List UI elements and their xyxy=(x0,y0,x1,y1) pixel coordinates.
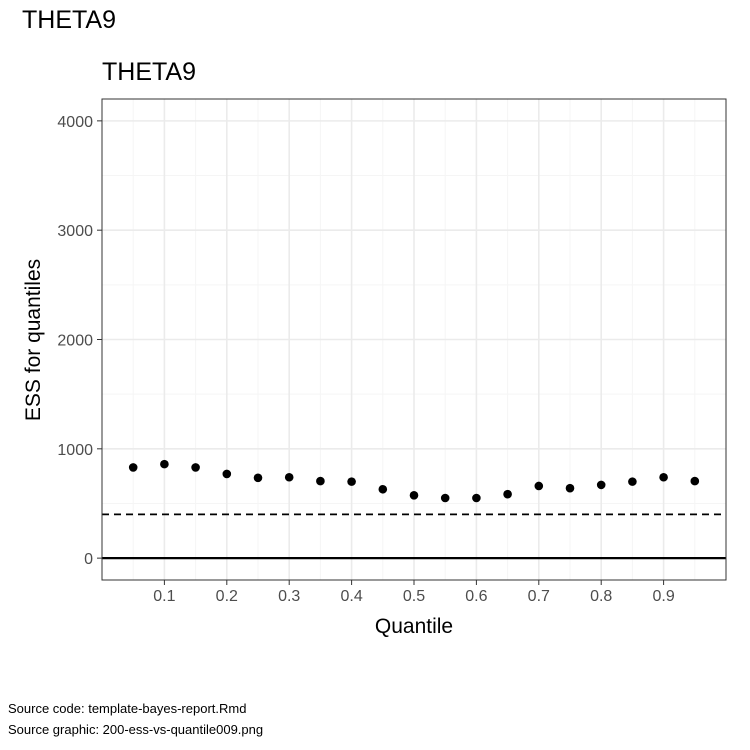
y-tick-label: 2000 xyxy=(57,333,93,350)
data-point xyxy=(596,480,606,490)
data-point xyxy=(284,472,294,482)
data-point xyxy=(128,463,138,472)
y-tick-label: 1000 xyxy=(57,442,93,459)
ess-chart: 0.1 0.2 0.3 0.4 0.5 0.6 0.7 0.8 0.9 0 1000 2000 3000… xyxy=(22,58,727,638)
data-point xyxy=(659,472,668,482)
data-point xyxy=(409,490,419,500)
x-tick-label: 0.9 xyxy=(652,588,674,605)
x-axis-label: Quantile xyxy=(375,615,453,638)
data-point xyxy=(347,477,356,486)
data-points xyxy=(128,459,700,503)
data-point xyxy=(503,489,512,499)
data-point xyxy=(472,493,481,503)
x-tick-label: 0.4 xyxy=(340,588,362,605)
data-point xyxy=(316,476,325,486)
x-tick-label: 0.2 xyxy=(216,588,238,605)
data-point xyxy=(690,476,700,486)
x-tick-label: 0.6 xyxy=(465,588,487,605)
x-tick-label: 0.7 xyxy=(528,588,550,605)
x-tick-label: 0.3 xyxy=(278,588,300,605)
y-tick-label: 0 xyxy=(84,551,93,568)
source-graphic-note: Source graphic: 200-ess-vs-quantile009.p… xyxy=(8,722,264,737)
data-point xyxy=(222,469,232,479)
data-point xyxy=(191,463,200,472)
data-point xyxy=(628,477,637,486)
y-axis-label: ESS for quantiles xyxy=(22,259,45,421)
data-point xyxy=(378,484,388,494)
page-title: THETA9 xyxy=(22,6,116,34)
source-code-note: Source code: template-bayes-report.Rmd xyxy=(8,701,247,716)
x-tick-label: 0.1 xyxy=(153,588,175,605)
data-point xyxy=(253,473,263,483)
axes: 0.1 0.2 0.3 0.4 0.5 0.6 0.7 0.8 0.9 0 1000 2000 3000… xyxy=(57,114,674,605)
x-tick-label: 0.8 xyxy=(590,588,612,605)
grid-layer xyxy=(102,99,726,580)
data-point xyxy=(565,483,575,493)
data-point xyxy=(534,481,544,491)
y-tick-label: 3000 xyxy=(57,223,93,240)
data-point xyxy=(440,493,450,503)
reference-lines xyxy=(102,513,726,560)
y-tick-label: 4000 xyxy=(57,114,93,131)
x-tick-label: 0.5 xyxy=(403,588,425,605)
chart-title: THETA9 xyxy=(102,58,196,86)
data-point xyxy=(160,459,169,469)
